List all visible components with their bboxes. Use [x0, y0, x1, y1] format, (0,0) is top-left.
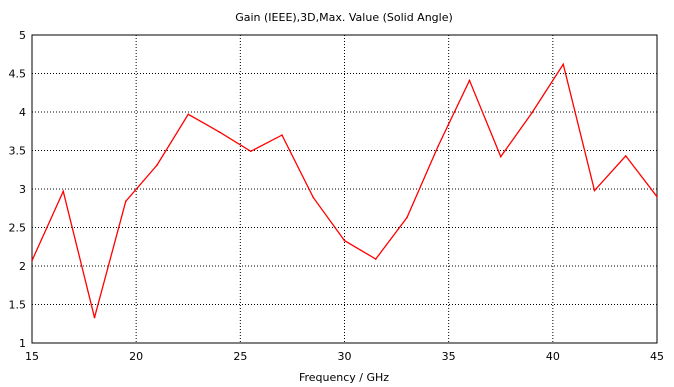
gain-data-point	[156, 164, 158, 166]
gain-data-point	[312, 196, 315, 199]
gain-data-point	[531, 111, 533, 114]
x-tick-label: 30	[338, 350, 352, 363]
y-tick-label: 4	[19, 106, 26, 119]
gain-data-point	[31, 259, 33, 262]
gain-data-point	[93, 316, 96, 319]
x-tick-label: 15	[25, 350, 39, 363]
plot-frame	[31, 34, 658, 344]
gain-data-point	[124, 200, 127, 203]
gain-data-point	[656, 195, 658, 198]
gain-data-point	[62, 190, 65, 193]
y-tick-label: 2	[19, 260, 26, 273]
y-tick-label: 5	[19, 29, 26, 42]
y-tick-label: 3.5	[9, 145, 27, 158]
y-tick-label: 3	[19, 183, 26, 196]
x-tick-label: 45	[650, 350, 664, 363]
x-tick-label: 40	[546, 350, 560, 363]
gain-data-point	[218, 131, 221, 133]
gain-data-point	[187, 113, 190, 116]
x-tick-label: 35	[442, 350, 456, 363]
x-tick-label: 20	[129, 350, 143, 363]
y-tick-label: 1.5	[9, 299, 27, 312]
gain-data-point	[374, 258, 377, 260]
gain-data-point	[468, 79, 471, 82]
x-tick-label: 25	[233, 350, 247, 363]
gain-data-point	[593, 189, 596, 192]
gain-data-point	[562, 63, 565, 66]
tick-layer: 15 20 25 30 35 40 45 1 1.5 2 2.5 3 3.5 4 4.5 5	[9, 29, 665, 363]
gain-data-point	[249, 150, 252, 153]
gain-data-point	[406, 216, 408, 219]
y-tick-label: 1	[19, 337, 26, 350]
gain-data-point	[499, 155, 502, 158]
series-layer	[31, 62, 658, 319]
chart-title: Gain (IEEE),3D,Max. Value (Solid Angle)	[235, 11, 453, 24]
grid-layer	[32, 35, 657, 343]
x-axis-label: Frequency / GHz	[299, 371, 389, 384]
gain-data-point	[437, 145, 440, 147]
gain-data-point	[624, 155, 627, 157]
y-tick-label: 2.5	[9, 222, 27, 235]
gain-data-point	[281, 134, 283, 136]
y-tick-label: 4.5	[9, 68, 27, 81]
gain-data-point	[343, 239, 346, 242]
